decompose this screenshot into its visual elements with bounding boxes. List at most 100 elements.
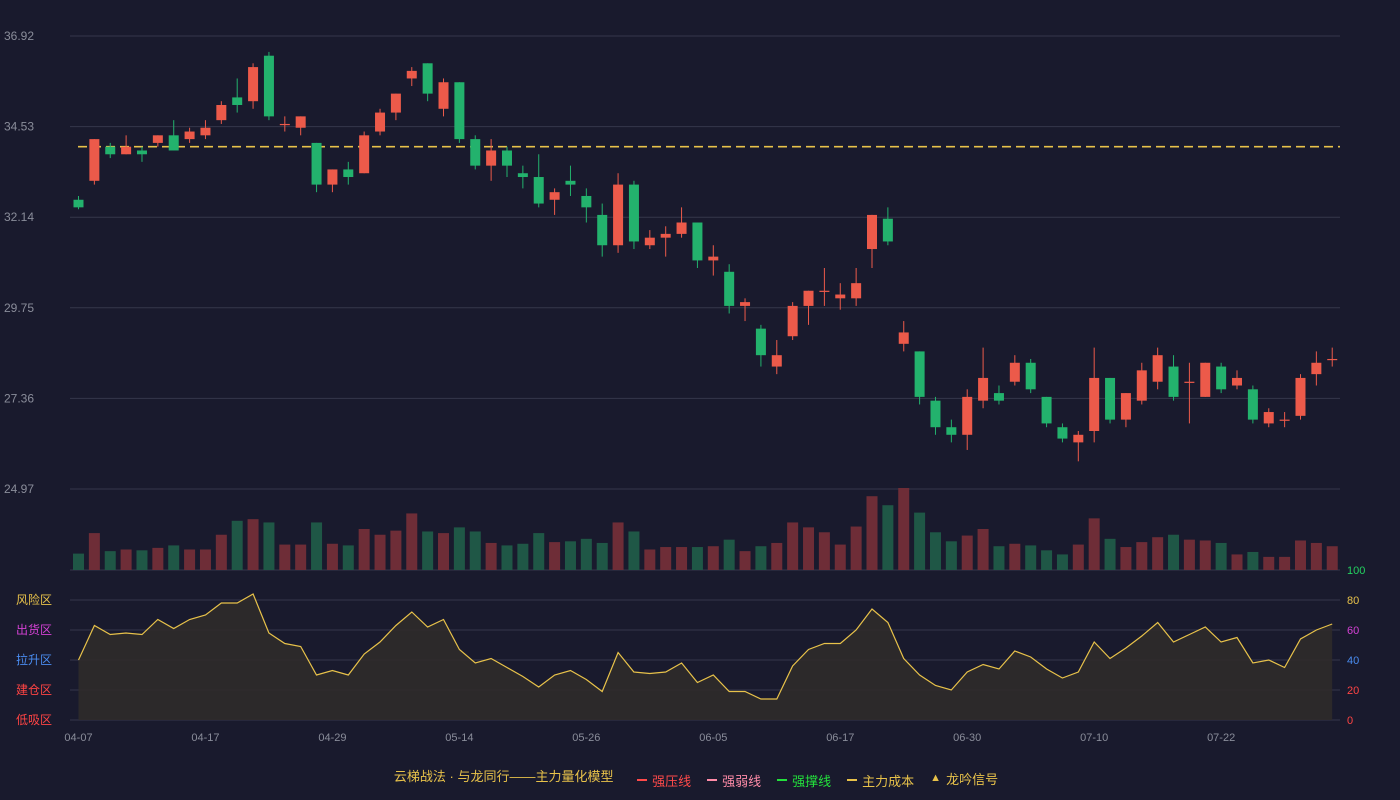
volume-bar: [1231, 554, 1243, 570]
volume-bar: [231, 520, 243, 570]
volume-bar: [1056, 554, 1068, 570]
candle: [1152, 347, 1163, 390]
price-tick-label: 29.75: [4, 301, 34, 315]
candle-body: [1073, 434, 1084, 443]
candle-body: [1057, 427, 1068, 439]
candle: [438, 78, 449, 117]
legend-label: 强弱线: [722, 773, 762, 789]
candle: [136, 146, 147, 162]
candle-body: [851, 283, 862, 299]
volume-bar: [1326, 546, 1338, 570]
candle: [1184, 362, 1195, 424]
volume-bar: [406, 513, 418, 570]
candle-body: [136, 150, 147, 155]
volume-bar: [168, 545, 180, 570]
triangle-icon: ▲: [930, 772, 942, 784]
candle-body: [1216, 366, 1227, 390]
legend-label: 强压线: [652, 773, 692, 789]
price-tick-label: 27.36: [4, 391, 34, 405]
candle: [549, 188, 560, 215]
candle: [898, 321, 909, 352]
candle-body: [1152, 355, 1163, 382]
date-axis: 04-07 04-17 04-29 05-14 05-26 06-05 06-17 06-30…: [64, 732, 1235, 744]
osc-tick-label: 20: [1347, 685, 1359, 697]
legend: 云梯战法 · 与龙同行——主力量化模型 强压线 强弱线 强撑线 主力成本 ▲ 龙吟信号: [0, 766, 1400, 790]
candle-body: [565, 180, 576, 185]
volume-bar: [850, 526, 862, 570]
candle-body: [993, 393, 1004, 401]
volume-bar: [485, 542, 497, 570]
osc-tick-label: 60: [1347, 625, 1359, 637]
candle-body: [962, 396, 973, 435]
volume-bar: [279, 544, 291, 570]
price-tick-label: 32.14: [4, 210, 34, 224]
candle: [867, 214, 877, 268]
legend-swatch: [777, 779, 788, 781]
candle: [343, 161, 354, 185]
candle: [740, 298, 751, 322]
volume-bar: [326, 543, 338, 570]
volume-bar: [469, 531, 481, 570]
legend-swatch: [637, 779, 648, 781]
candle-body: [406, 70, 417, 79]
candle: [406, 67, 417, 87]
volume-bar: [898, 488, 910, 570]
candle: [390, 93, 401, 121]
candle-body: [1247, 389, 1258, 420]
candle: [1025, 358, 1036, 394]
volume-bar: [311, 522, 323, 570]
candle-body: [867, 214, 877, 250]
candle: [803, 290, 814, 325]
candle: [628, 180, 639, 250]
candle-body: [422, 63, 433, 94]
volume-bar: [1215, 542, 1227, 570]
oscillator-area: [78, 594, 1333, 720]
candle-body: [549, 192, 560, 200]
candle-body: [73, 199, 84, 208]
volume-bar: [422, 531, 434, 570]
candle-body: [1089, 377, 1100, 432]
candle: [1120, 393, 1131, 428]
candle: [660, 226, 671, 257]
candle: [914, 351, 925, 405]
legend-item: 主力成本: [847, 771, 914, 790]
volume-bar: [390, 530, 402, 570]
volume-bar: [644, 549, 656, 570]
candle-body: [1327, 358, 1338, 361]
date-tick-label: 06-05: [699, 732, 727, 744]
candle: [470, 135, 481, 170]
candle-body: [263, 55, 274, 117]
candle: [1216, 362, 1227, 394]
volume-bar: [882, 505, 894, 570]
candle-body: [533, 177, 544, 204]
date-tick-label: 04-17: [191, 732, 219, 744]
candle-body: [1041, 396, 1052, 424]
osc-tick-label: 100: [1347, 565, 1365, 577]
candle: [1279, 412, 1290, 428]
zone-label: 拉升区: [16, 652, 52, 667]
candle-body: [232, 97, 243, 105]
candle: [1327, 347, 1338, 367]
candle: [1041, 396, 1052, 428]
candle-body: [930, 400, 941, 428]
candle: [359, 131, 370, 174]
volume-bar: [73, 553, 84, 570]
date-tick-label: 07-10: [1080, 732, 1108, 744]
candle: [771, 340, 782, 375]
candle: [295, 116, 306, 136]
volume-bar: [1168, 534, 1180, 570]
volume-bar: [199, 549, 211, 570]
candle-body: [660, 233, 671, 238]
candle-body: [454, 82, 465, 140]
candle: [1073, 431, 1084, 462]
candle-body: [978, 377, 989, 401]
volume-bar: [88, 533, 100, 570]
zone-label: 风险区: [16, 592, 52, 607]
volume-bar: [1247, 551, 1259, 570]
candle: [835, 283, 846, 310]
candle: [1168, 355, 1179, 401]
candle: [422, 63, 433, 102]
candle: [121, 135, 132, 155]
